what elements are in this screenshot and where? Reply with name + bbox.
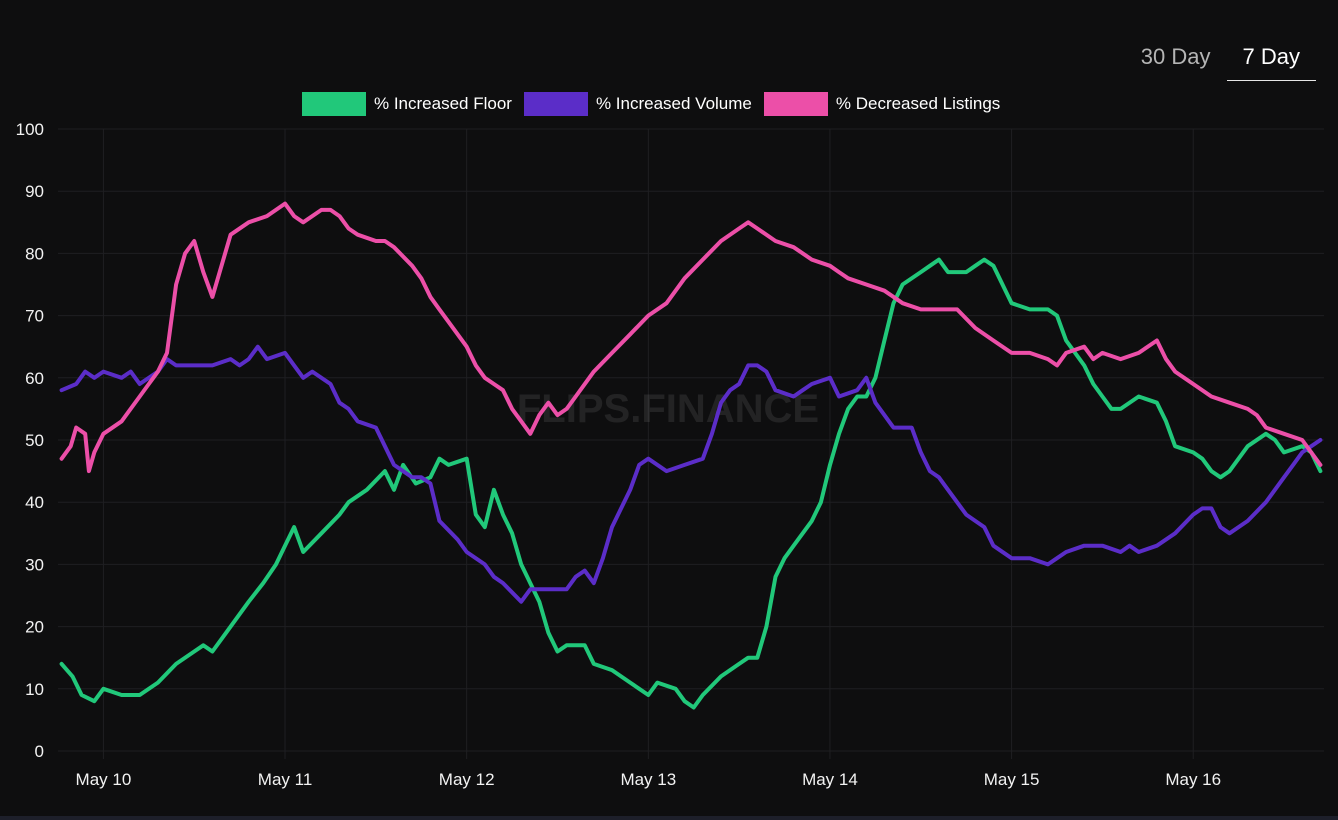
y-tick-label: 90 bbox=[25, 182, 44, 201]
x-tick-label: May 16 bbox=[1165, 770, 1221, 789]
y-tick-label: 100 bbox=[16, 120, 44, 139]
legend-item-decreased-listings[interactable]: % Decreased Listings bbox=[763, 92, 1001, 116]
legend-item-increased-floor[interactable]: % Increased Floor bbox=[302, 92, 512, 116]
x-tick-label: May 14 bbox=[802, 770, 858, 789]
legend-item-increased-volume[interactable]: % Increased Volume bbox=[523, 92, 752, 116]
x-tick-label: May 13 bbox=[620, 770, 676, 789]
y-tick-label: 30 bbox=[25, 555, 44, 574]
series-line-increased-floor bbox=[59, 257, 1323, 710]
y-tick-label: 60 bbox=[25, 369, 44, 388]
series-line-increased-volume bbox=[59, 344, 1323, 604]
legend-swatch-decreased-listings bbox=[763, 92, 828, 116]
y-tick-label: 20 bbox=[25, 618, 44, 637]
tab-30-day[interactable]: 30 Day bbox=[1140, 44, 1211, 69]
y-tick-label: 50 bbox=[25, 431, 44, 450]
y-tick-label: 0 bbox=[35, 742, 44, 761]
x-tick-label: May 15 bbox=[984, 770, 1040, 789]
y-tick-label: 70 bbox=[25, 307, 44, 326]
tab-7-day[interactable]: 7 Day bbox=[1226, 40, 1316, 81]
watermark-text: FLIPS.FINANCE bbox=[517, 387, 819, 431]
legend-label-decreased-listings: % Decreased Listings bbox=[835, 94, 1001, 113]
y-tick-label: 40 bbox=[25, 493, 44, 512]
legend-label-increased-floor: % Increased Floor bbox=[374, 94, 512, 113]
period-tabs: 30 Day 7 Day bbox=[1125, 40, 1316, 81]
chart-legend: % Increased Floor % Increased Volume % D… bbox=[302, 92, 1000, 116]
y-tick-label: 10 bbox=[25, 680, 44, 699]
x-tick-label: May 10 bbox=[76, 770, 132, 789]
legend-swatch-increased-floor bbox=[302, 92, 366, 116]
x-tick-label: May 11 bbox=[258, 770, 313, 789]
x-tick-label: May 12 bbox=[439, 770, 495, 789]
y-tick-label: 80 bbox=[25, 244, 44, 263]
footer-bar bbox=[0, 816, 1338, 820]
legend-label-increased-volume: % Increased Volume bbox=[595, 94, 752, 113]
series-line-decreased-listings bbox=[59, 201, 1323, 474]
legend-swatch-increased-volume bbox=[523, 92, 588, 116]
